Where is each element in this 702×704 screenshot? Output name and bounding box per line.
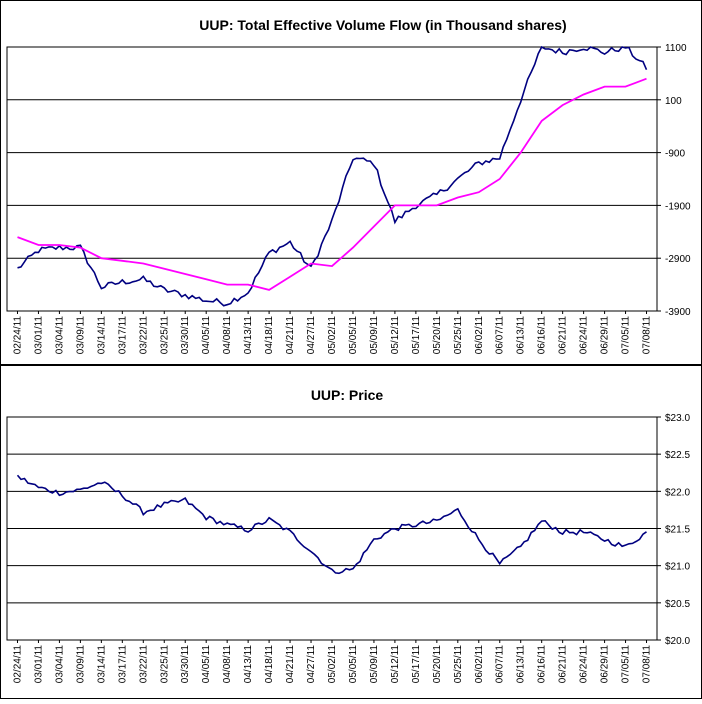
x-tick-label: 06/29/11 (600, 645, 611, 684)
x-tick-label: 03/30/11 (180, 645, 191, 684)
x-tick-label: 05/25/11 (453, 645, 464, 684)
x-tick-label: 03/09/11 (75, 316, 86, 355)
series-line-price (16, 474, 647, 575)
x-tick-label: 04/18/11 (264, 645, 275, 684)
x-tick-label: 04/05/11 (201, 645, 212, 684)
y-tick-label: -900 (665, 149, 685, 160)
volume-flow-plot: 1100 100 -900 -1900 -2900 -3900 02/24/11 03/01/… (6, 43, 691, 355)
y-tick-label: 100 (665, 96, 682, 107)
x-tick-label: 05/12/11 (390, 645, 401, 684)
x-tick-label: 06/21/11 (558, 316, 569, 355)
x-tick-label: 04/13/11 (243, 316, 254, 355)
x-tick-label: 04/05/11 (201, 316, 212, 355)
x-tick-label: 06/02/11 (474, 316, 485, 355)
x-tick-label: 04/18/11 (264, 316, 275, 355)
x-tick-label: 03/01/11 (33, 316, 44, 355)
x-tick-label: 04/27/11 (306, 645, 317, 684)
x-tick-label: 06/13/11 (516, 645, 527, 684)
y-tick-label: $20.0 (665, 636, 690, 647)
x-tick-label: 07/05/11 (621, 316, 632, 355)
x-tick-label: 03/01/11 (33, 645, 44, 684)
x-tick-label: 06/16/11 (537, 645, 548, 684)
top-chart-title: UUP: Total Effective Volume Flow (in Tho… (199, 17, 566, 33)
x-tick-label: 05/09/11 (369, 645, 380, 684)
y-tick-label: $21.0 (665, 562, 690, 573)
y-tick-label: -1900 (665, 201, 691, 212)
x-tick-label: 05/20/11 (432, 645, 443, 684)
x-tick-label: 03/14/11 (96, 316, 107, 355)
x-tick-label: 04/21/11 (285, 645, 296, 684)
x-tick-label: 04/13/11 (243, 645, 254, 684)
x-tick-label: 05/02/11 (327, 316, 338, 355)
bottom-chart-title: UUP: Price (311, 387, 384, 403)
x-tick-label: 03/17/11 (117, 316, 128, 355)
x-tick-label: 03/25/11 (159, 645, 170, 684)
x-tick-label: 05/05/11 (348, 316, 359, 355)
x-tick-label: 06/29/11 (600, 316, 611, 355)
x-tick-label: 07/08/11 (642, 316, 653, 355)
x-tick-label: 06/16/11 (537, 316, 548, 355)
x-tick-label: 06/24/11 (579, 645, 590, 684)
series-line-volume-flow (17, 45, 648, 307)
y-tick-label: -2900 (665, 254, 691, 265)
y-tick-label: $20.5 (665, 599, 690, 610)
y-tick-label: $23.0 (665, 413, 690, 424)
x-tick-label: 04/27/11 (306, 316, 317, 355)
x-tick-label: 05/05/11 (348, 645, 359, 684)
x-tick-label: 05/17/11 (411, 645, 422, 684)
x-tick-label: 04/21/11 (285, 316, 296, 355)
x-tick-label: 03/09/11 (75, 645, 86, 684)
x-tick-label: 02/24/11 (12, 645, 23, 684)
y-tick-label: $22.0 (665, 487, 690, 498)
x-tick-label: 07/08/11 (642, 645, 653, 684)
x-tick-label: 02/24/11 (12, 316, 23, 355)
y-tick-label: $22.5 (665, 450, 690, 461)
x-tick-label: 05/17/11 (411, 316, 422, 355)
x-tick-label: 05/02/11 (327, 645, 338, 684)
x-tick-label: 03/25/11 (159, 316, 170, 355)
x-tick-label: 06/07/11 (495, 316, 506, 355)
x-tick-label: 05/12/11 (390, 316, 401, 355)
x-tick-label: 06/07/11 (495, 645, 506, 684)
x-tick-label: 06/02/11 (474, 645, 485, 684)
x-tick-label: 06/21/11 (558, 645, 569, 684)
x-tick-label: 05/09/11 (369, 316, 380, 355)
x-tick-label: 03/17/11 (117, 645, 128, 684)
y-tick-label: $21.5 (665, 525, 690, 536)
x-tick-label: 04/08/11 (222, 316, 233, 355)
x-tick-label: 03/14/11 (96, 645, 107, 684)
x-tick-label: 03/22/11 (138, 645, 149, 684)
x-tick-label: 06/13/11 (516, 316, 527, 355)
x-tick-label: 03/04/11 (54, 645, 65, 684)
x-tick-label: 03/04/11 (54, 316, 65, 355)
x-tick-label: 04/08/11 (222, 645, 233, 684)
y-tick-label: -3900 (665, 307, 691, 318)
x-tick-label: 05/25/11 (453, 316, 464, 355)
x-tick-label: 07/05/11 (621, 645, 632, 684)
y-tick-label: 1100 (665, 43, 687, 54)
x-tick-label: 06/24/11 (579, 316, 590, 355)
x-tick-label: 03/22/11 (138, 316, 149, 355)
x-tick-label: 05/20/11 (432, 316, 443, 355)
moving-average-line (17, 77, 647, 291)
x-tick-label: 03/30/11 (180, 316, 191, 355)
price-plot: $23.0 $22.5 $22.0 $21.5 $21.0 $20.5 $20.0 02/24… (6, 413, 690, 684)
